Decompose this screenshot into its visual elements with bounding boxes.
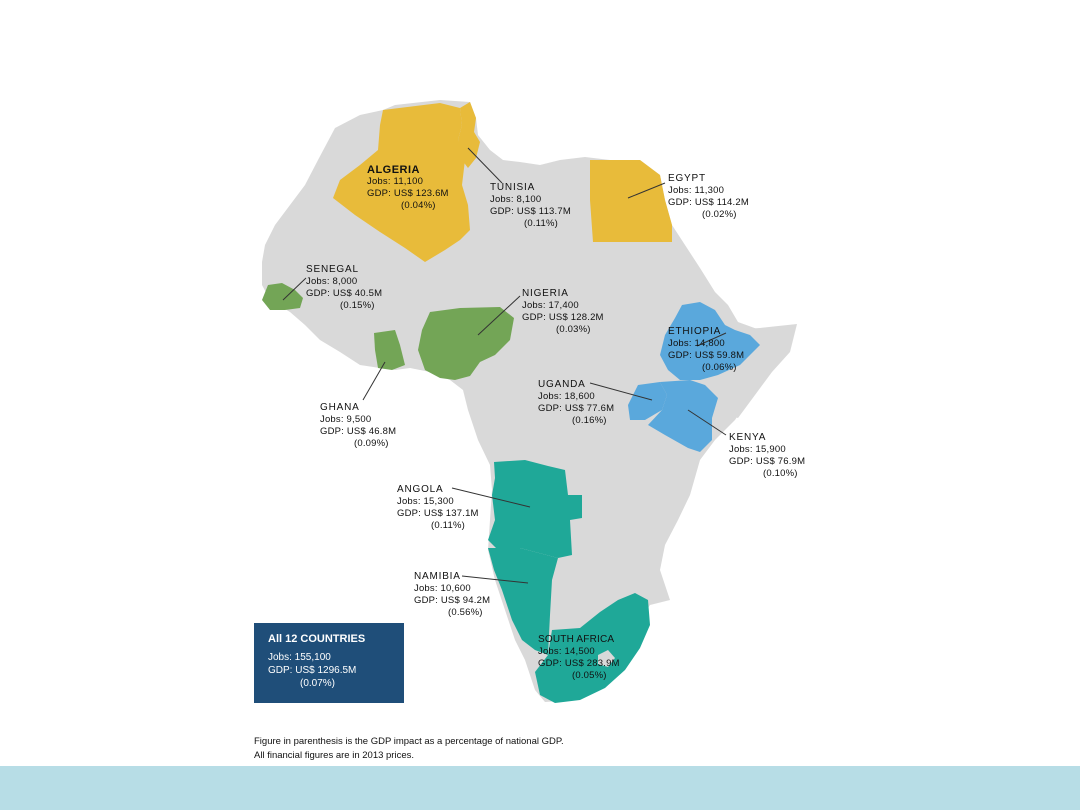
jobs-value: Jobs: 15,300: [397, 496, 454, 507]
country-name: KENYA: [729, 432, 767, 443]
algeria-shape: [333, 103, 470, 262]
namibia-leader-line: [461, 575, 529, 584]
gdp-value: GDP: US$ 76.9M: [729, 456, 806, 467]
summary-gdp: GDP: US$ 1296.5M: [268, 665, 357, 676]
gdp-value: GDP: US$ 94.2M: [414, 595, 491, 606]
country-name: ETHIOPIA: [668, 326, 722, 337]
summary-percent: (0.07%): [300, 678, 336, 689]
uganda-shape: [628, 382, 667, 420]
ghana-shape: [374, 330, 405, 370]
jobs-value: Jobs: 15,900: [729, 444, 786, 455]
jobs-value: Jobs: 17,400: [522, 300, 579, 311]
leader-lines: [282, 147, 727, 584]
jobs-value: Jobs: 14,800: [668, 338, 725, 349]
nigeria-shape: [418, 307, 514, 380]
jobs-value: Jobs: 8,000: [306, 276, 358, 287]
summary-title: All 12 COUNTRIES: [268, 633, 366, 645]
country-name: GHANA: [320, 402, 360, 413]
senegal-leader-line: [282, 277, 307, 301]
ethiopia-shape: [660, 302, 760, 380]
gdp-value: GDP: US$ 113.7M: [490, 206, 571, 217]
angola-shape: [488, 460, 582, 558]
jobs-value: Jobs: 11,300: [668, 185, 725, 196]
country-name: UGANDA: [538, 379, 586, 390]
bottom-band: [0, 766, 1080, 810]
jobs-value: Jobs: 11,100: [367, 176, 424, 187]
country-name: ALGERIA: [367, 164, 420, 176]
gdp-value: GDP: US$ 46.8M: [320, 426, 397, 437]
label-ghana: GHANA Jobs: 9,500 GDP: US$ 46.8M (0.09%): [320, 402, 396, 450]
country-name: SENEGAL: [306, 264, 359, 275]
label-kenya: KENYA Jobs: 15,900 GDP: US$ 76.9M (0.10%…: [729, 432, 805, 480]
egypt-leader-line: [627, 182, 666, 199]
footnote: Figure in parenthesis is the GDP impact …: [254, 735, 564, 763]
senegal-shape: [262, 283, 303, 310]
country-name: TUNISIA: [490, 182, 536, 193]
country-name: SOUTH AFRICA: [538, 634, 615, 645]
ghana-leader-line: [362, 361, 386, 401]
namibia-shape: [488, 548, 558, 655]
gdp-value: GDP: US$ 59.8M: [668, 350, 745, 361]
gdp-value: GDP: US$ 114.2M: [668, 197, 749, 208]
horn-of-africa-shape: [712, 324, 797, 418]
tunisia-shape: [458, 102, 480, 168]
ethiopia-leader-line: [696, 332, 727, 347]
gdp-percent: (0.09%): [354, 438, 389, 449]
gdp-percent: (0.16%): [572, 415, 607, 426]
label-senegal: SENEGAL Jobs: 8,000 GDP: US$ 40.5M (0.15…: [306, 264, 382, 312]
nigeria-leader-line: [477, 295, 521, 336]
africa-continent-shape: [262, 100, 795, 702]
gdp-value: GDP: US$ 137.1M: [397, 508, 479, 519]
gdp-value: GDP: US$ 283.9M: [538, 658, 620, 669]
country-name: NAMIBIA: [414, 571, 461, 582]
jobs-value: Jobs: 18,600: [538, 391, 595, 402]
country-name: EGYPT: [668, 173, 706, 184]
gdp-percent: (0.04%): [401, 200, 436, 211]
gdp-percent: (0.11%): [431, 520, 465, 531]
all-countries-summary-box: All 12 COUNTRIES Jobs: 155,100 GDP: US$ …: [254, 623, 404, 703]
label-tunisia: TUNISIA Jobs: 8,100 GDP: US$ 113.7M (0.1…: [490, 182, 571, 230]
footnote-line-1: Figure in parenthesis is the GDP impact …: [254, 736, 564, 747]
lesotho-shape: [598, 650, 615, 667]
angola-leader-line: [451, 487, 531, 508]
label-nigeria: NIGERIA Jobs: 17,400 GDP: US$ 128.2M (0.…: [522, 288, 604, 336]
gdp-percent: (0.06%): [702, 362, 737, 373]
gdp-percent: (0.05%): [572, 670, 607, 681]
label-angola: ANGOLA Jobs: 15,300 GDP: US$ 137.1M (0.1…: [397, 484, 479, 532]
label-egypt: EGYPT Jobs: 11,300 GDP: US$ 114.2M (0.02…: [668, 173, 749, 221]
gdp-value: GDP: US$ 128.2M: [522, 312, 604, 323]
uganda-leader-line: [589, 382, 653, 401]
gdp-percent: (0.10%): [763, 468, 798, 479]
gdp-value: GDP: US$ 40.5M: [306, 288, 383, 299]
country-name: ANGOLA: [397, 484, 444, 495]
south-africa-shape: [535, 593, 650, 703]
label-algeria: ALGERIA Jobs: 11,100 GDP: US$ 123.6M (0.…: [367, 164, 449, 212]
label-namibia: NAMIBIA Jobs: 10,600 GDP: US$ 94.2M (0.5…: [414, 571, 490, 619]
gdp-percent: (0.02%): [702, 209, 737, 220]
footnote-line-2: All financial figures are in 2013 prices…: [254, 750, 415, 761]
jobs-value: Jobs: 10,600: [414, 583, 471, 594]
country-name: NIGERIA: [522, 288, 569, 299]
label-uganda: UGANDA Jobs: 18,600 GDP: US$ 77.6M (0.16…: [538, 379, 614, 427]
gdp-percent: (0.56%): [448, 607, 483, 618]
jobs-value: Jobs: 14,500: [538, 646, 595, 657]
jobs-value: Jobs: 9,500: [320, 414, 372, 425]
label-south-africa: SOUTH AFRICA Jobs: 14,500 GDP: US$ 283.9…: [538, 634, 620, 682]
egypt-shape: [590, 160, 672, 242]
kenya-shape: [648, 380, 718, 452]
gdp-percent: (0.03%): [556, 324, 591, 335]
gdp-percent: (0.15%): [340, 300, 375, 311]
gdp-value: GDP: US$ 123.6M: [367, 188, 449, 199]
summary-jobs: Jobs: 155,100: [268, 652, 331, 663]
jobs-value: Jobs: 8,100: [490, 194, 542, 205]
tunisia-leader-line: [467, 147, 503, 184]
kenya-leader-line: [687, 409, 727, 436]
gdp-value: GDP: US$ 77.6M: [538, 403, 615, 414]
label-ethiopia: ETHIOPIA Jobs: 14,800 GDP: US$ 59.8M (0.…: [668, 326, 744, 374]
gdp-percent: (0.11%): [524, 218, 558, 229]
